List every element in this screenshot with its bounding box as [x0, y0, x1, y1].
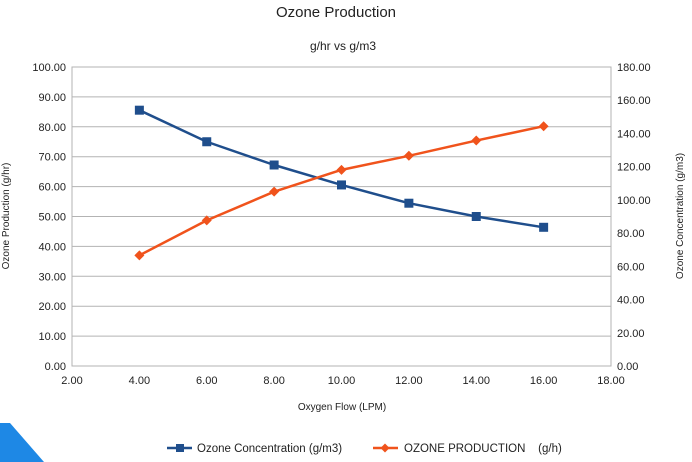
series-line-ozone-production-g-h: [138, 124, 544, 257]
right-y-tick-label: 160.00: [617, 95, 651, 107]
legend-marker-square: [176, 444, 184, 452]
right-y-tick-label: 40.00: [617, 295, 645, 307]
data-point-ozone-production-g-h: [471, 135, 482, 146]
left-y-axis-label: Ozone Production (g/hr): [1, 163, 12, 270]
data-point-ozone-concentration-g-m3: [202, 137, 212, 147]
chart-title: Ozone Production: [276, 4, 396, 21]
left-y-tick-label: 90.00: [38, 92, 66, 104]
data-point-ozone-production-g-h: [538, 121, 549, 132]
x-tick-labels: 2.00 4.00 6.00 8.00 10.00 12.00 14.00 16.00 18.0…: [61, 375, 624, 387]
data-point-ozone-production-g-h: [336, 164, 347, 175]
data-point-ozone-concentration-g-m3: [269, 160, 279, 170]
right-y-tick-label: 0.00: [617, 361, 638, 373]
data-point-ozone-concentration-g-m3: [404, 198, 414, 208]
data-point-ozone-production-g-h: [269, 186, 280, 197]
x-tick-label: 18.00: [597, 375, 625, 387]
left-y-tick-label: 30.00: [38, 271, 66, 283]
left-y-tick-label: 80.00: [38, 122, 66, 134]
left-y-tick-label: 70.00: [38, 152, 66, 164]
x-tick-label: 6.00: [196, 375, 217, 387]
legend-item-ozone-concentration: Ozone Concentration (g/m3): [167, 443, 342, 455]
left-y-tick-label: 60.00: [38, 182, 66, 194]
right-y-axis-label: Ozone Concentration (g/m3): [675, 153, 686, 279]
x-tick-label: 12.00: [395, 375, 423, 387]
x-tick-label: 2.00: [61, 375, 82, 387]
data-point-ozone-concentration-g-m3: [471, 212, 481, 221]
x-tick-label: 8.00: [263, 375, 284, 387]
corner-decoration: [0, 423, 44, 462]
legend: Ozone Concentration (g/m3) OZONE PRODUCT…: [167, 443, 562, 455]
grid-lines: [72, 66, 611, 367]
legend-marker-diamond: [380, 443, 390, 453]
right-y-tick-label: 120.00: [617, 162, 651, 174]
right-y-tick-label: 140.00: [617, 128, 651, 140]
data-point-ozone-concentration-g-m3: [134, 105, 144, 115]
plot-frame: [71, 66, 612, 367]
legend-label-ozone-concentration: Ozone Concentration (g/m3): [197, 443, 342, 455]
data-point-ozone-production-g-h: [201, 215, 212, 226]
left-y-tick-label: 10.00: [38, 331, 66, 343]
left-y-tick-label: 0.00: [45, 361, 66, 373]
data-point-ozone-concentration-g-m3: [539, 222, 549, 232]
x-tick-label: 10.00: [328, 375, 356, 387]
x-tick-label: 16.00: [530, 375, 558, 387]
legend-label-ozone-production: OZONE PRODUCTION (g/h): [404, 443, 562, 455]
right-y-tick-label: 60.00: [617, 261, 645, 273]
data-point-ozone-production-g-h: [134, 250, 145, 261]
right-y-tick-labels: 0.00 20.00 40.00 60.00 80.00 100.00 120.00 140.…: [617, 62, 651, 373]
series-layer: [134, 105, 549, 261]
right-y-tick-label: 100.00: [617, 195, 651, 207]
left-y-tick-labels: 0.00 10.00 20.00 30.00 40.00 50.00 60.00 70.00 8…: [32, 62, 66, 373]
right-y-tick-label: 80.00: [617, 228, 645, 240]
x-tick-label: 14.00: [462, 375, 490, 387]
x-axis-label: Oxygen Flow (LPM): [298, 402, 386, 413]
left-y-tick-label: 20.00: [38, 301, 66, 313]
left-y-tick-label: 100.00: [32, 62, 66, 74]
right-y-tick-label: 20.00: [617, 328, 645, 340]
x-tick-label: 4.00: [129, 375, 150, 387]
legend-item-ozone-production: OZONE PRODUCTION (g/h): [373, 443, 562, 455]
left-y-tick-label: 40.00: [38, 241, 66, 253]
left-y-tick-label: 50.00: [38, 212, 66, 224]
chart-subtitle: g/hr vs g/m3: [310, 39, 376, 53]
data-point-ozone-production-g-h: [403, 150, 414, 161]
right-y-tick-label: 180.00: [617, 62, 651, 74]
data-point-ozone-concentration-g-m3: [337, 180, 346, 190]
